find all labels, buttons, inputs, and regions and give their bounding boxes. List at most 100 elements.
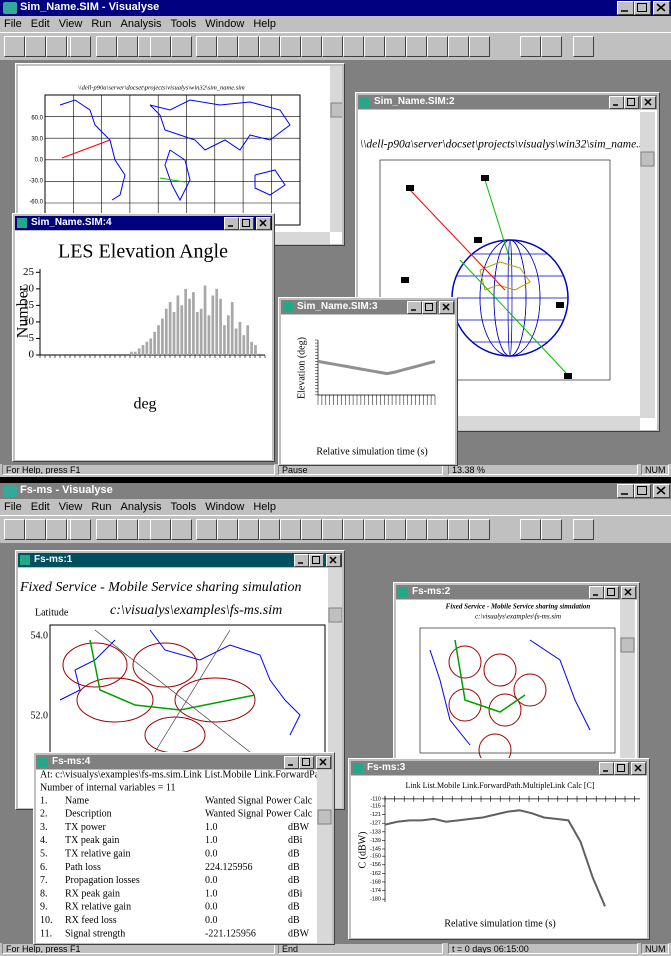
- child-content: Elevation (deg) Relative simulation time …: [281, 315, 455, 464]
- toolbar-button[interactable]: [280, 36, 301, 57]
- toolbar-button[interactable]: [117, 36, 138, 57]
- menu-item[interactable]: View: [58, 17, 83, 30]
- toolbar-button[interactable]: [322, 36, 343, 57]
- window-close-button[interactable]: [653, 1, 670, 15]
- window-maximize-button[interactable]: [634, 1, 651, 15]
- toolbar-button[interactable]: [259, 36, 280, 57]
- toolbar-button[interactable]: [469, 519, 490, 540]
- toolbar-button[interactable]: [448, 36, 469, 57]
- menu-item[interactable]: Run: [91, 500, 112, 513]
- toolbar-button[interactable]: [196, 519, 217, 540]
- menu-item[interactable]: Edit: [30, 17, 50, 30]
- toolbar-button[interactable]: [541, 36, 562, 57]
- menu-item[interactable]: Help: [253, 17, 276, 30]
- menu-item[interactable]: Analysis: [120, 500, 162, 513]
- menu-item[interactable]: Window: [205, 500, 245, 513]
- menu-item[interactable]: Run: [91, 17, 112, 30]
- menu-item[interactable]: Edit: [30, 500, 50, 513]
- toolbar-button[interactable]: [343, 36, 364, 57]
- toolbar-button[interactable]: [259, 519, 280, 540]
- toolbar-button[interactable]: [117, 519, 138, 540]
- window-minimize-button[interactable]: [599, 762, 614, 775]
- window-maximize-button[interactable]: [634, 484, 651, 498]
- menu-item[interactable]: Window: [205, 17, 245, 30]
- toolbar-button[interactable]: [573, 36, 594, 57]
- menu-item[interactable]: View: [58, 500, 83, 513]
- window-minimize-button[interactable]: [589, 586, 604, 599]
- window-minimize-button[interactable]: [609, 96, 624, 109]
- menu-item[interactable]: Help: [253, 500, 276, 513]
- toolbar-button[interactable]: [96, 36, 117, 57]
- window-maximize-button[interactable]: [614, 762, 629, 775]
- window-maximize-button[interactable]: [299, 756, 314, 769]
- toolbar-button[interactable]: [573, 519, 594, 540]
- toolbar-button[interactable]: [171, 519, 192, 540]
- window-close-button[interactable]: [316, 756, 331, 769]
- window-minimize-button[interactable]: [294, 554, 309, 567]
- bar: [157, 325, 160, 355]
- window-maximize-button[interactable]: [422, 301, 437, 314]
- toolbar-button[interactable]: [46, 519, 67, 540]
- toolbar-button[interactable]: [520, 36, 541, 57]
- toolbar-button[interactable]: [280, 519, 301, 540]
- toolbar-button[interactable]: [46, 36, 67, 57]
- toolbar-button[interactable]: [301, 36, 322, 57]
- toolbar-button[interactable]: [385, 36, 406, 57]
- toolbar-button[interactable]: [427, 519, 448, 540]
- menu-item[interactable]: File: [4, 17, 22, 30]
- toolbar-button[interactable]: [238, 36, 259, 57]
- toolbar-button[interactable]: [406, 519, 427, 540]
- scroll-thumb: [330, 102, 342, 118]
- toolbar-button[interactable]: [25, 519, 46, 540]
- toolbar-button[interactable]: [150, 519, 171, 540]
- menu-item[interactable]: File: [4, 500, 22, 513]
- toolbar-button[interactable]: [520, 519, 541, 540]
- window-minimize-button[interactable]: [617, 1, 634, 15]
- window-maximize-button[interactable]: [239, 217, 254, 230]
- toolbar-button[interactable]: [4, 36, 25, 57]
- window-close-button[interactable]: [653, 484, 670, 498]
- toolbar-button[interactable]: [385, 519, 406, 540]
- toolbar-button[interactable]: [301, 519, 322, 540]
- toolbar-button[interactable]: [427, 36, 448, 57]
- window-minimize-button[interactable]: [407, 301, 422, 314]
- toolbar-button[interactable]: [448, 519, 469, 540]
- toolbar-button[interactable]: [406, 36, 427, 57]
- toolbar-button[interactable]: [196, 36, 217, 57]
- window-close-button[interactable]: [631, 762, 646, 775]
- table-cell: dBW: [288, 822, 310, 833]
- toolbar-button[interactable]: [364, 36, 385, 57]
- scroll-thumb: [328, 607, 342, 623]
- window-close-button[interactable]: [621, 586, 636, 599]
- window-close-button[interactable]: [256, 217, 271, 230]
- toolbar-button[interactable]: [343, 519, 364, 540]
- window-maximize-button[interactable]: [604, 586, 619, 599]
- toolbar-button[interactable]: [4, 519, 25, 540]
- toolbar-button[interactable]: [541, 519, 562, 540]
- toolbar-button[interactable]: [364, 519, 385, 540]
- canvas: Fixed Service - Mobile Service sharing s…: [419, 600, 635, 770]
- toolbar-button[interactable]: [70, 36, 91, 57]
- toolbar-button[interactable]: [25, 36, 46, 57]
- menu-item[interactable]: Tools: [170, 500, 197, 513]
- toolbar-button[interactable]: [469, 36, 490, 57]
- window-minimize-button[interactable]: [224, 217, 239, 230]
- toolbar-button[interactable]: [96, 519, 117, 540]
- toolbar-button[interactable]: [322, 519, 343, 540]
- toolbar-button[interactable]: [171, 36, 192, 57]
- menu-item[interactable]: Tools: [170, 17, 197, 30]
- window-close-button[interactable]: [326, 554, 341, 567]
- toolbar-button[interactable]: [238, 519, 259, 540]
- window-close-button[interactable]: [641, 96, 656, 109]
- window-minimize-button[interactable]: [617, 484, 634, 498]
- window-maximize-button[interactable]: [309, 554, 324, 567]
- toolbar-button[interactable]: [150, 36, 171, 57]
- menu-item[interactable]: Analysis: [120, 17, 162, 30]
- toolbar-button[interactable]: [217, 519, 238, 540]
- toolbar-button[interactable]: [217, 36, 238, 57]
- window-close-button[interactable]: [439, 301, 454, 314]
- table-cell: dBW: [288, 928, 310, 939]
- window-maximize-button[interactable]: [624, 96, 639, 109]
- toolbar-button[interactable]: [70, 519, 91, 540]
- window-minimize-button[interactable]: [284, 756, 299, 769]
